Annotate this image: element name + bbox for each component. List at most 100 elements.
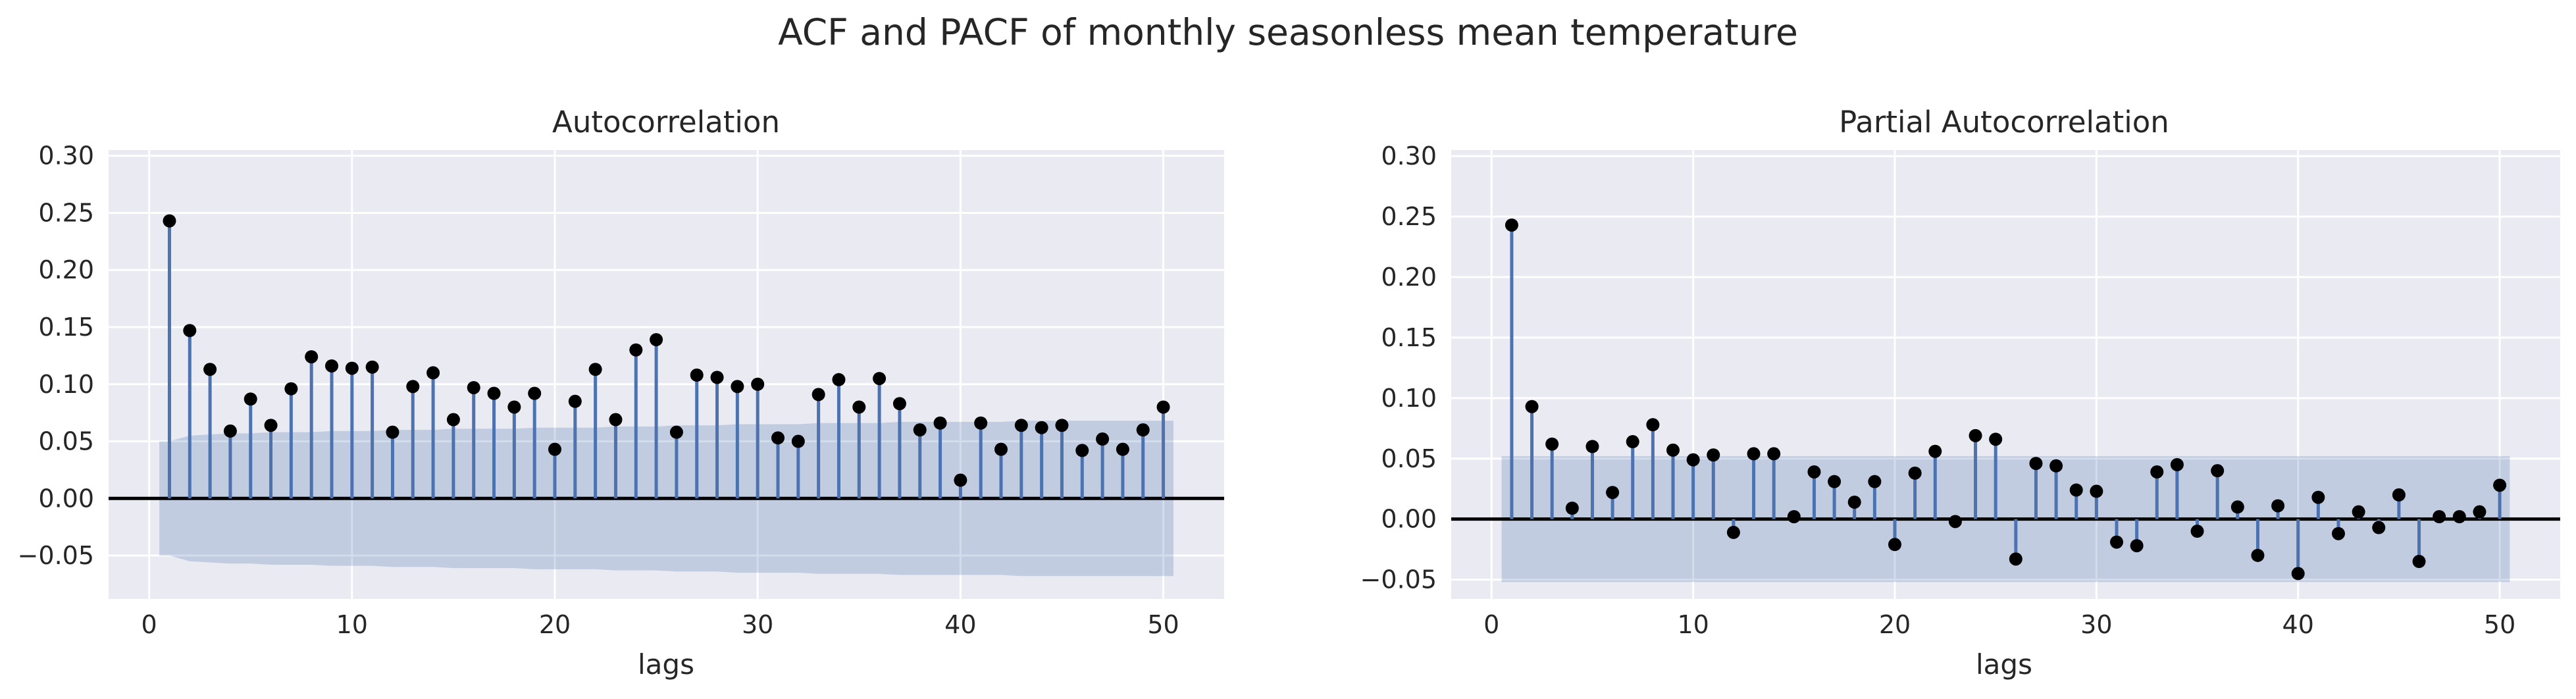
- acf-marker-lag-50: [1156, 400, 1170, 414]
- pacf-marker-lag-1: [1505, 218, 1518, 232]
- acf-xtick-label: 50: [1147, 610, 1179, 639]
- acf-ytick-label: −0.05: [18, 541, 94, 570]
- pacf-marker-lag-24: [1969, 428, 1982, 442]
- pacf-marker-lag-47: [2433, 509, 2446, 523]
- pacf-marker-lag-6: [1606, 486, 1620, 500]
- acf-xtick-label: 40: [944, 610, 976, 639]
- acf-marker-lag-29: [731, 380, 744, 394]
- acf-marker-lag-13: [406, 380, 420, 394]
- pacf-marker-lag-10: [1686, 453, 1700, 467]
- acf-marker-lag-6: [264, 419, 278, 432]
- pacf-marker-lag-28: [2049, 459, 2063, 473]
- acf-ytick-label: 0.15: [38, 313, 94, 342]
- pacf-marker-lag-48: [2452, 509, 2466, 523]
- acf-xtick-label: 0: [142, 610, 157, 639]
- acf-ytick-label: 0.25: [38, 198, 94, 227]
- pacf-xtick-label: 10: [1677, 610, 1709, 639]
- pacf-marker-lag-36: [2211, 464, 2225, 478]
- acf-marker-lag-5: [244, 392, 257, 406]
- acf-ytick-label: 0.20: [38, 255, 94, 284]
- pacf-marker-lag-22: [1928, 444, 1942, 458]
- pacf-ytick-label: 0.30: [1381, 142, 1437, 170]
- acf-ytick-label: 0.00: [38, 484, 94, 513]
- pacf-marker-lag-23: [1948, 515, 1962, 529]
- acf-title: Autocorrelation: [552, 105, 780, 140]
- acf-marker-lag-7: [284, 382, 298, 396]
- pacf-ytick-label: 0.25: [1381, 202, 1437, 231]
- pacf-marker-lag-16: [1807, 465, 1821, 479]
- pacf-marker-lag-42: [2332, 527, 2345, 540]
- pacf-marker-lag-32: [2130, 539, 2144, 553]
- pacf-marker-lag-21: [1908, 466, 1922, 480]
- acf-marker-lag-33: [811, 388, 825, 401]
- pacf-marker-lag-8: [1646, 418, 1660, 432]
- pacf-ytick-label: 0.00: [1381, 505, 1437, 534]
- acf-marker-lag-43: [1014, 419, 1028, 432]
- pacf-marker-lag-17: [1828, 475, 1842, 488]
- acf-marker-lag-20: [548, 442, 561, 456]
- acf-ytick-label: 0.05: [38, 427, 94, 456]
- pacf-marker-lag-27: [2029, 457, 2043, 471]
- pacf-ytick-label: 0.05: [1381, 444, 1437, 473]
- pacf-ytick-label: 0.15: [1381, 323, 1437, 352]
- pacf-xtick-label: 0: [1483, 610, 1499, 639]
- pacf-marker-lag-13: [1747, 447, 1761, 461]
- acf-marker-lag-35: [852, 400, 866, 414]
- acf-marker-lag-48: [1116, 442, 1129, 456]
- acf-marker-lag-19: [528, 386, 542, 400]
- acf-ytick-label: 0.30: [38, 142, 94, 170]
- pacf-marker-lag-34: [2170, 457, 2184, 471]
- pacf-marker-lag-49: [2473, 505, 2486, 519]
- acf-marker-lag-1: [163, 214, 176, 228]
- pacf-marker-lag-26: [2009, 552, 2022, 566]
- pacf-panel: 0 10 20 30 40 50 −0.05 0.00 0.05 0.10 0.15 0.20 0.25…: [1360, 105, 2560, 681]
- pacf-marker-lag-3: [1545, 437, 1559, 451]
- pacf-marker-lag-39: [2271, 499, 2285, 513]
- pacf-xlabel: lags: [1976, 648, 2032, 681]
- acf-xtick-label: 20: [539, 610, 571, 639]
- pacf-marker-lag-50: [2493, 479, 2507, 492]
- acf-xlabel: lags: [638, 648, 694, 681]
- pacf-marker-lag-41: [2311, 490, 2325, 504]
- acf-marker-lag-14: [426, 366, 440, 380]
- pacf-marker-lag-2: [1525, 400, 1539, 413]
- acf-marker-lag-32: [791, 434, 805, 448]
- pacf-marker-lag-40: [2291, 567, 2305, 581]
- acf-marker-lag-2: [183, 324, 197, 338]
- acf-marker-lag-4: [223, 424, 237, 438]
- pacf-marker-lag-43: [2352, 505, 2365, 519]
- pacf-xtick-label: 40: [2282, 610, 2314, 639]
- pacf-marker-lag-15: [1787, 509, 1801, 523]
- pacf-marker-lag-45: [2392, 488, 2406, 502]
- acf-marker-lag-23: [609, 413, 623, 427]
- acf-marker-lag-42: [994, 442, 1008, 456]
- pacf-marker-lag-35: [2190, 525, 2204, 538]
- acf-panel: 0 10 20 30 40 50 −0.05 0.00 0.05 0.10 0.15 0.20 0.25…: [18, 105, 1224, 681]
- pacf-ytick-label: 0.10: [1381, 384, 1437, 413]
- pacf-marker-lag-46: [2412, 555, 2426, 569]
- pacf-marker-lag-11: [1707, 448, 1720, 462]
- acf-marker-lag-3: [203, 363, 217, 376]
- acf-marker-lag-17: [487, 386, 501, 400]
- acf-marker-lag-21: [568, 394, 582, 408]
- acf-marker-lag-46: [1075, 444, 1089, 457]
- pacf-marker-lag-37: [2230, 500, 2244, 514]
- acf-marker-lag-44: [1035, 421, 1048, 434]
- pacf-marker-lag-12: [1726, 525, 1740, 539]
- acf-marker-lag-16: [467, 380, 480, 394]
- pacf-marker-lag-29: [2069, 483, 2083, 497]
- acf-marker-lag-28: [710, 371, 724, 384]
- acf-marker-lag-18: [507, 400, 521, 414]
- pacf-marker-lag-9: [1666, 443, 1680, 457]
- acf-marker-lag-45: [1055, 419, 1069, 432]
- acf-marker-lag-47: [1096, 432, 1110, 446]
- acf-marker-lag-9: [325, 359, 338, 373]
- acf-marker-lag-26: [669, 425, 683, 439]
- acf-marker-lag-41: [974, 416, 988, 430]
- acf-marker-lag-27: [690, 368, 704, 382]
- acf-marker-lag-36: [873, 372, 887, 386]
- pacf-marker-lag-18: [1847, 495, 1861, 509]
- pacf-marker-lag-19: [1868, 475, 1882, 488]
- acf-marker-lag-8: [305, 350, 319, 364]
